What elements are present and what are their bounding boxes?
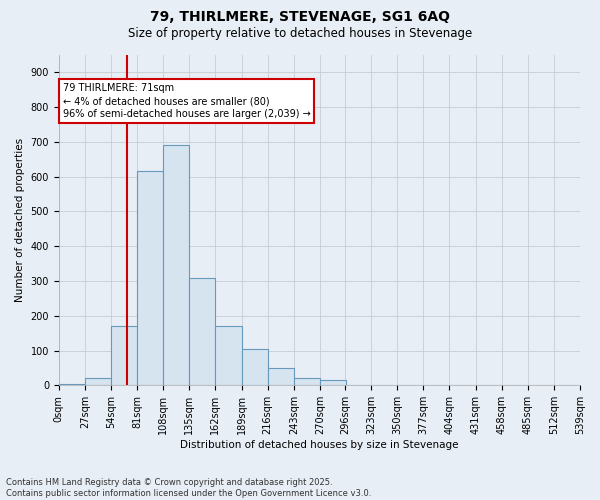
Bar [137, 172, 163, 386]
Y-axis label: Number of detached properties: Number of detached properties [15, 138, 25, 302]
Bar [163, 146, 190, 386]
Text: Size of property relative to detached houses in Stevenage: Size of property relative to detached ho… [128, 28, 472, 40]
Text: 79 THIRLMERE: 71sqm
← 4% of detached houses are smaller (80)
96% of semi-detache: 79 THIRLMERE: 71sqm ← 4% of detached hou… [62, 83, 310, 119]
Bar [85, 378, 111, 386]
Bar [242, 349, 268, 386]
Bar [190, 278, 215, 386]
X-axis label: Distribution of detached houses by size in Stevenage: Distribution of detached houses by size … [180, 440, 458, 450]
Bar [59, 384, 85, 386]
Text: 79, THIRLMERE, STEVENAGE, SG1 6AQ: 79, THIRLMERE, STEVENAGE, SG1 6AQ [150, 10, 450, 24]
Bar [268, 368, 294, 386]
Text: Contains HM Land Registry data © Crown copyright and database right 2025.
Contai: Contains HM Land Registry data © Crown c… [6, 478, 371, 498]
Bar [215, 326, 242, 386]
Bar [320, 380, 346, 386]
Bar [294, 378, 320, 386]
Bar [111, 326, 137, 386]
